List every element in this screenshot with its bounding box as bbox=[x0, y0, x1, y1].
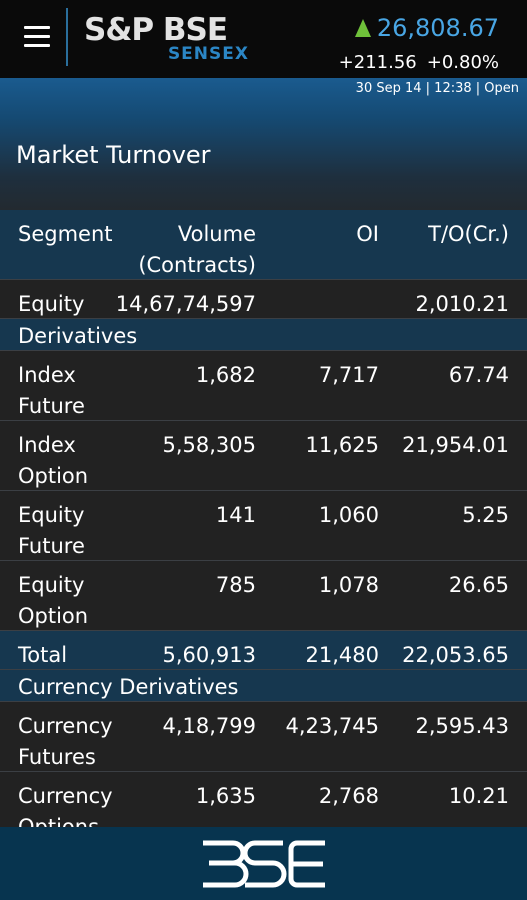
total-row: Total 5,60,913 21,480 22,053.65 bbox=[0, 631, 527, 670]
up-arrow-icon bbox=[354, 19, 371, 37]
logo-sub-text: SENSEX bbox=[167, 44, 249, 64]
table-row: Currency Options 1,635 2,768 10.21 bbox=[0, 772, 527, 827]
top-bar: S&P BSE SENSEX 26,808.67 +211.56 +0.80% bbox=[0, 0, 527, 78]
change-percent: +0.80% bbox=[426, 52, 499, 73]
volume-cell: 1,682 bbox=[195, 363, 256, 387]
turnover-cell: 67.74 bbox=[448, 363, 509, 387]
change-points: +211.56 bbox=[338, 52, 417, 73]
turnover-cell: 2,595.43 bbox=[415, 714, 509, 738]
column-header-segment: Segment bbox=[18, 222, 113, 246]
segment-cell: Equity Future bbox=[18, 503, 85, 558]
oi-cell: 1,078 bbox=[318, 573, 379, 597]
footer-bar bbox=[0, 827, 527, 900]
turnover-cell: 2,010.21 bbox=[415, 292, 509, 316]
bse-logo[interactable] bbox=[199, 839, 327, 889]
volume-cell: 1,635 bbox=[195, 784, 256, 808]
volume-cell: 5,58,305 bbox=[162, 433, 256, 457]
page-header: 30 Sep 14 | 12:38 | Open Market Turnover bbox=[0, 78, 527, 210]
volume-cell: 5,60,913 bbox=[162, 643, 256, 667]
turnover-cell: 26.65 bbox=[448, 573, 509, 597]
turnover-cell: 22,053.65 bbox=[402, 643, 509, 667]
oi-cell: 4,23,745 bbox=[285, 714, 379, 738]
table-header-row: Segment Volume (Contracts) OI T/O(Cr.) bbox=[0, 210, 527, 280]
oi-cell: 2,768 bbox=[318, 784, 379, 808]
segment-cell: Equity bbox=[18, 292, 85, 316]
section-label: Currency Derivatives bbox=[18, 675, 239, 699]
market-turnover-table[interactable]: Segment Volume (Contracts) OI T/O(Cr.) E… bbox=[0, 210, 527, 827]
table-row: Index Option 5,58,305 11,625 21,954.01 bbox=[0, 421, 527, 491]
segment-cell: Currency Futures bbox=[18, 714, 113, 769]
table-row: Equity Option 785 1,078 26.65 bbox=[0, 561, 527, 631]
oi-cell: 11,625 bbox=[305, 433, 379, 457]
segment-cell: Currency Options bbox=[18, 784, 113, 827]
header-divider bbox=[66, 8, 68, 66]
oi-cell: 7,717 bbox=[318, 363, 379, 387]
page-title: Market Turnover bbox=[16, 141, 211, 169]
section-header-row: Derivatives bbox=[0, 319, 527, 351]
sensex-index-value: 26,808.67 bbox=[354, 14, 499, 42]
sp-bse-sensex-logo: S&P BSE SENSEX bbox=[80, 10, 255, 66]
column-header-oi: OI bbox=[356, 222, 379, 246]
table-row: Currency Futures 4,18,799 4,23,745 2,595.43 bbox=[0, 702, 527, 772]
table-row: Equity 14,67,74,597 2,010.21 bbox=[0, 280, 527, 319]
market-timestamp: 30 Sep 14 | 12:38 | Open bbox=[355, 81, 519, 96]
hamburger-menu-icon[interactable] bbox=[24, 26, 50, 48]
turnover-cell: 5.25 bbox=[462, 503, 509, 527]
turnover-cell: 10.21 bbox=[448, 784, 509, 808]
column-header-volume: Volume (Contracts) bbox=[138, 222, 256, 277]
section-label: Derivatives bbox=[18, 324, 138, 348]
volume-cell: 4,18,799 bbox=[162, 714, 256, 738]
volume-cell: 14,67,74,597 bbox=[115, 292, 256, 316]
segment-cell: Index Future bbox=[18, 363, 85, 418]
index-value-text: 26,808.67 bbox=[376, 14, 499, 42]
segment-cell: Equity Option bbox=[18, 573, 89, 628]
section-header-row: Currency Derivatives bbox=[0, 670, 527, 702]
column-header-turnover: T/O(Cr.) bbox=[428, 222, 509, 246]
turnover-cell: 21,954.01 bbox=[402, 433, 509, 457]
segment-cell: Total bbox=[18, 643, 68, 667]
table-row: Index Future 1,682 7,717 67.74 bbox=[0, 351, 527, 421]
volume-cell: 141 bbox=[215, 503, 256, 527]
logo-main-text: S&P BSE bbox=[84, 12, 228, 48]
segment-cell: Index Option bbox=[18, 433, 89, 488]
oi-cell: 1,060 bbox=[318, 503, 379, 527]
oi-cell: 21,480 bbox=[305, 643, 379, 667]
index-change: +211.56 +0.80% bbox=[339, 52, 499, 73]
volume-cell: 785 bbox=[215, 573, 256, 597]
table-row: Equity Future 141 1,060 5.25 bbox=[0, 491, 527, 561]
